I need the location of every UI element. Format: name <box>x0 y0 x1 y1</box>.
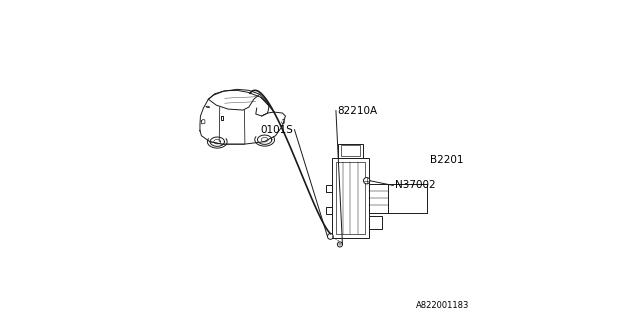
Text: B2201: B2201 <box>430 155 463 165</box>
Circle shape <box>337 242 342 247</box>
Bar <box>326 185 332 192</box>
Text: N37002: N37002 <box>395 180 435 190</box>
Bar <box>340 145 360 156</box>
Bar <box>326 207 332 214</box>
Text: A822001183: A822001183 <box>417 301 470 310</box>
Bar <box>332 158 369 238</box>
Bar <box>369 216 382 228</box>
Bar <box>337 144 363 158</box>
Circle shape <box>328 234 333 239</box>
Bar <box>369 184 388 212</box>
Text: 82210A: 82210A <box>337 106 378 116</box>
Circle shape <box>364 178 370 184</box>
Bar <box>336 162 365 234</box>
Text: 0101S: 0101S <box>260 125 293 135</box>
